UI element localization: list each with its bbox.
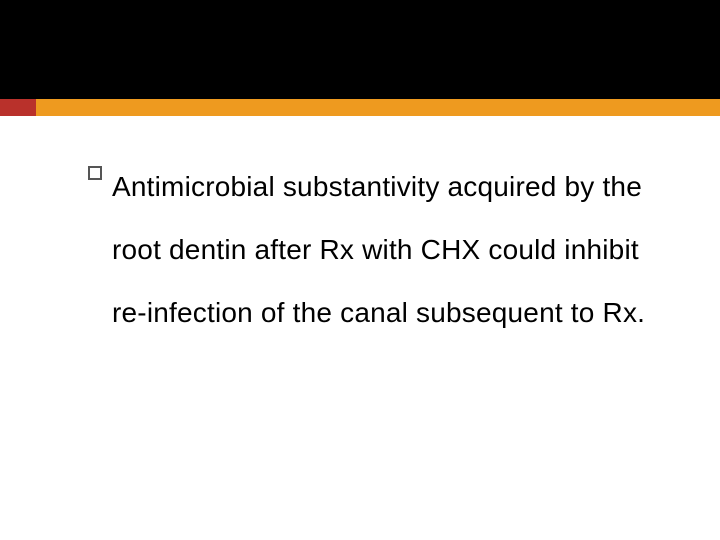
bullet-item: Antimicrobial substantivity acquired by …: [88, 155, 660, 344]
accent-red-segment: [0, 99, 36, 116]
bullet-text: Antimicrobial substantivity acquired by …: [112, 155, 660, 344]
slide-content: Antimicrobial substantivity acquired by …: [88, 155, 660, 344]
accent-bar: [0, 99, 720, 116]
top-black-bar: [0, 0, 720, 99]
accent-orange-segment: [36, 99, 720, 116]
square-bullet-icon: [88, 166, 102, 180]
slide: Antimicrobial substantivity acquired by …: [0, 0, 720, 540]
